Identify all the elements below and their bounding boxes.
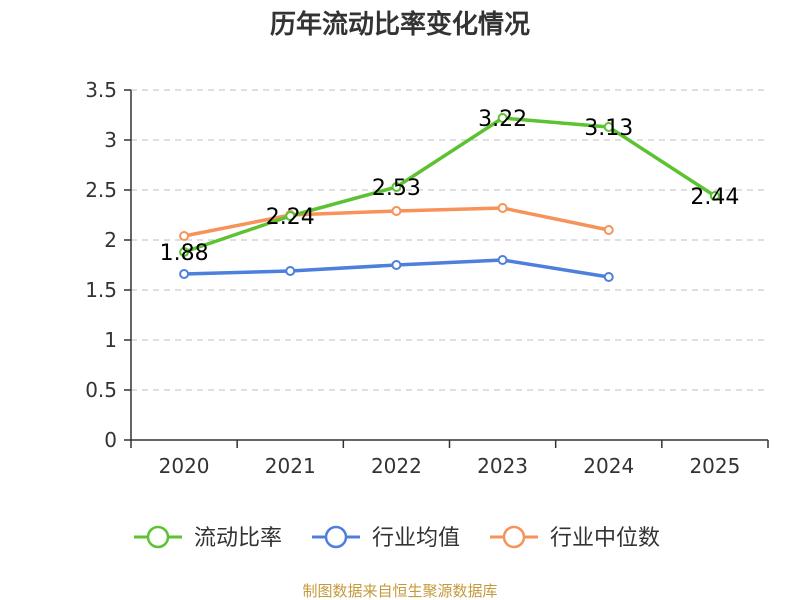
chart-title: 历年流动比率变化情况 bbox=[270, 9, 530, 40]
data-point[interactable] bbox=[285, 211, 296, 221]
series-2 bbox=[179, 255, 614, 282]
y-tick-label: 1 bbox=[104, 328, 117, 352]
data-labels: 1.88 2.24 2.53 3.22 3.13 2.44 bbox=[160, 107, 740, 266]
data-point[interactable] bbox=[603, 272, 614, 282]
x-tick-label: 2025 bbox=[689, 454, 740, 478]
series-line bbox=[182, 116, 717, 254]
series-layer bbox=[179, 113, 720, 282]
y-tick-label: 0.5 bbox=[85, 378, 117, 402]
grid-lines bbox=[131, 89, 768, 391]
source-note: 制图数据来自恒生聚源数据库 bbox=[302, 582, 497, 600]
data-label: 2.24 bbox=[266, 205, 315, 230]
data-point[interactable] bbox=[285, 266, 296, 276]
data-label: 2.44 bbox=[690, 185, 739, 210]
y-tick-label: 0 bbox=[104, 428, 117, 452]
data-point[interactable] bbox=[179, 269, 190, 279]
x-tick-label: 2021 bbox=[265, 454, 316, 478]
legend-item-3[interactable]: 行业中位数 bbox=[490, 525, 660, 551]
data-point[interactable] bbox=[497, 255, 508, 265]
data-point[interactable] bbox=[391, 182, 402, 192]
legend[interactable]: 流动比率 行业均值 行业中位数 bbox=[134, 525, 660, 551]
series-1 bbox=[179, 113, 720, 257]
legend-item-1[interactable]: 流动比率 bbox=[134, 525, 282, 551]
x-tick-label: 2024 bbox=[583, 454, 634, 478]
y-tick-label: 3.5 bbox=[85, 78, 117, 102]
data-point[interactable] bbox=[391, 260, 402, 270]
y-tick-label: 2.5 bbox=[85, 178, 117, 202]
legend-swatch-marker bbox=[502, 525, 526, 549]
legend-label: 流动比率 bbox=[194, 526, 282, 551]
data-point[interactable] bbox=[179, 231, 190, 241]
data-label: 3.13 bbox=[584, 116, 633, 141]
data-point[interactable] bbox=[179, 247, 190, 257]
data-point[interactable] bbox=[497, 113, 508, 123]
legend-item-2[interactable]: 行业均值 bbox=[312, 525, 460, 551]
x-tick-label: 2020 bbox=[159, 454, 210, 478]
data-point[interactable] bbox=[391, 206, 402, 216]
legend-label: 行业均值 bbox=[372, 526, 460, 551]
data-point[interactable] bbox=[497, 203, 508, 213]
data-label: 3.22 bbox=[478, 107, 527, 132]
x-tick-label: 2022 bbox=[371, 454, 422, 478]
y-tick-label: 2 bbox=[104, 228, 117, 252]
legend-swatch-marker bbox=[146, 525, 170, 549]
series-3 bbox=[179, 203, 614, 241]
data-label: 1.88 bbox=[160, 241, 209, 266]
data-point[interactable] bbox=[603, 122, 614, 132]
data-point[interactable] bbox=[603, 225, 614, 235]
data-point[interactable] bbox=[709, 191, 720, 201]
y-tick-label: 1.5 bbox=[85, 278, 117, 302]
data-label: 2.53 bbox=[372, 176, 421, 201]
legend-swatch-marker bbox=[324, 525, 348, 549]
y-tick-label: 3 bbox=[104, 128, 117, 152]
x-tick-label: 2023 bbox=[477, 454, 528, 478]
legend-label: 行业中位数 bbox=[550, 526, 660, 551]
